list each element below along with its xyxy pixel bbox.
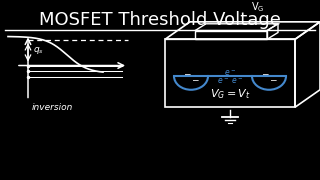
Text: $V_G = V_t$: $V_G = V_t$ bbox=[210, 87, 250, 101]
Text: −: − bbox=[269, 76, 277, 85]
Text: MOSFET Threshold Voltage: MOSFET Threshold Voltage bbox=[39, 11, 281, 29]
Text: $\mathregular{V_G}$: $\mathregular{V_G}$ bbox=[251, 0, 264, 14]
Text: −: − bbox=[261, 69, 269, 78]
Text: $e^-$: $e^-$ bbox=[224, 68, 236, 78]
Text: −: − bbox=[191, 76, 199, 85]
Text: inversion: inversion bbox=[31, 103, 73, 112]
Text: $e^-$: $e^-$ bbox=[231, 76, 243, 86]
Text: −: − bbox=[183, 69, 191, 78]
Text: $q_s$: $q_s$ bbox=[33, 46, 44, 57]
Text: $e^-$: $e^-$ bbox=[217, 76, 229, 86]
